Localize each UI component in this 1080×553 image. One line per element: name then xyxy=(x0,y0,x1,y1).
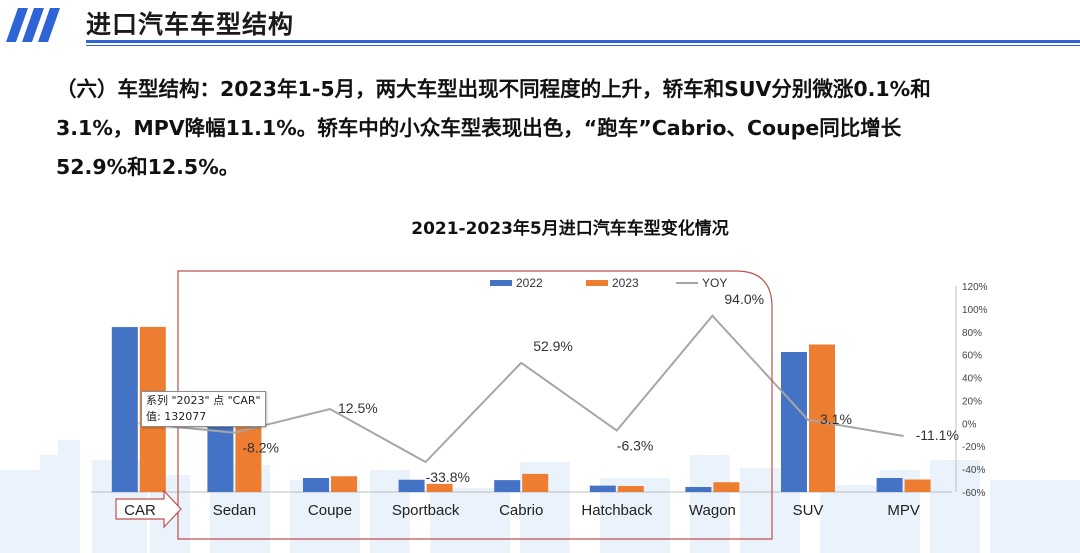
yoy-data-label: 3.1% xyxy=(820,411,852,427)
bar-2023-sedan xyxy=(235,421,262,492)
y2-tick-label: 100% xyxy=(962,305,988,316)
x-tick-label-sedan: Sedan xyxy=(213,502,256,519)
x-tick-label-coupe: Coupe xyxy=(308,502,352,519)
bar-2022-hatchback xyxy=(589,485,616,492)
legend-label-yoy: YOY xyxy=(702,276,727,290)
tooltip-value-line: 值: 132077 xyxy=(146,410,207,423)
y2-tick-label: 60% xyxy=(962,351,982,362)
bar-2022-suv xyxy=(781,352,807,492)
building-shape xyxy=(690,455,730,553)
bar-2023-wagon xyxy=(713,482,740,492)
x-tick-label-car: CAR xyxy=(124,502,156,519)
bar-2022-cabrio xyxy=(494,480,521,492)
x-tick-label-cabrio: Cabrio xyxy=(499,502,543,519)
highlight-box xyxy=(177,270,773,540)
summary-line: 3.1%，MPV降幅11.1%。轿车中的小众车型表现出色，“跑车”Cabrio、… xyxy=(56,116,902,140)
yoy-data-label: -6.3% xyxy=(617,438,654,454)
bar-2022-coupe xyxy=(303,478,329,492)
bar-2022-car xyxy=(111,327,138,492)
yoy-data-label: -11.1% xyxy=(916,427,959,443)
legend-swatch-2022 xyxy=(490,280,512,286)
bar-2022-mpv xyxy=(876,478,903,492)
bar-2022-wagon xyxy=(685,487,712,492)
data-tooltip: 系列 "2023" 点 "CAR" 值: 132077 xyxy=(141,391,266,427)
y2-tick-label: 20% xyxy=(962,396,982,407)
chart-title: 2021-2023年5月进口汽车车型变化情况 xyxy=(411,219,729,239)
summary-paragraph: （六）车型结构：2023年1-5月，两大车型出现不同程度的上升，轿车和SUV分别… xyxy=(56,70,1056,187)
x-tick-label-mpv: MPV xyxy=(887,502,920,519)
yoy-data-label: -8.2% xyxy=(242,440,279,456)
header-rule xyxy=(86,40,1080,43)
building-shape xyxy=(0,470,40,553)
building-shape xyxy=(430,488,510,553)
header-stripes-icon xyxy=(6,8,60,42)
series-yoy-line xyxy=(138,314,904,464)
bar-2023-hatchback xyxy=(617,486,644,492)
building-shape xyxy=(820,485,880,553)
legend-label-2023: 2023 xyxy=(612,276,639,290)
summary-line: 52.9%和12.5%。 xyxy=(56,155,240,179)
yoy-data-label: -33.8% xyxy=(426,469,470,485)
bar-2022-sportback xyxy=(398,479,425,492)
bar-2023-cabrio xyxy=(522,473,549,492)
bar-2023-sportback xyxy=(426,483,453,492)
page-title: 进口汽车车型结构 xyxy=(86,10,295,39)
car-arrow-icon xyxy=(115,489,182,529)
legend-label-2022: 2022 xyxy=(516,276,543,290)
y2-tick-label: -60% xyxy=(962,488,985,499)
tooltip-series-line: 系列 "2023" 点 "CAR" xyxy=(146,394,261,407)
yoy-data-label: 94.0% xyxy=(724,291,764,307)
y2-tick-label: -20% xyxy=(962,442,985,453)
x-tick-label-suv: SUV xyxy=(793,502,824,519)
yoy-data-label: 12.5% xyxy=(338,400,378,416)
y2-tick-label: 80% xyxy=(962,328,982,339)
legend-swatch-2023 xyxy=(586,280,608,286)
building-shape xyxy=(990,480,1080,553)
bar-2023-mpv xyxy=(904,479,931,492)
x-tick-label-wagon: Wagon xyxy=(689,502,736,519)
bar-2023-coupe xyxy=(331,476,357,492)
y2-tick-label: -40% xyxy=(962,465,985,476)
yoy-data-label: 52.9% xyxy=(533,338,573,354)
y2-tick-label: 0% xyxy=(962,419,977,430)
header-rule-thin xyxy=(86,45,1080,46)
summary-line: （六）车型结构：2023年1-5月，两大车型出现不同程度的上升，轿车和SUV分别… xyxy=(56,77,931,101)
y2-tick-label: 120% xyxy=(962,282,988,293)
bar-2022-sedan xyxy=(207,415,234,492)
x-tick-label-sportback: Sportback xyxy=(392,502,460,519)
y2-tick-label: 40% xyxy=(962,374,982,385)
building-shape xyxy=(930,460,980,553)
slide-header: 进口汽车车型结构 xyxy=(0,0,1080,48)
bar-2023-suv xyxy=(809,344,835,492)
building-shape xyxy=(58,440,80,553)
x-tick-label-hatchback: Hatchback xyxy=(581,502,652,519)
